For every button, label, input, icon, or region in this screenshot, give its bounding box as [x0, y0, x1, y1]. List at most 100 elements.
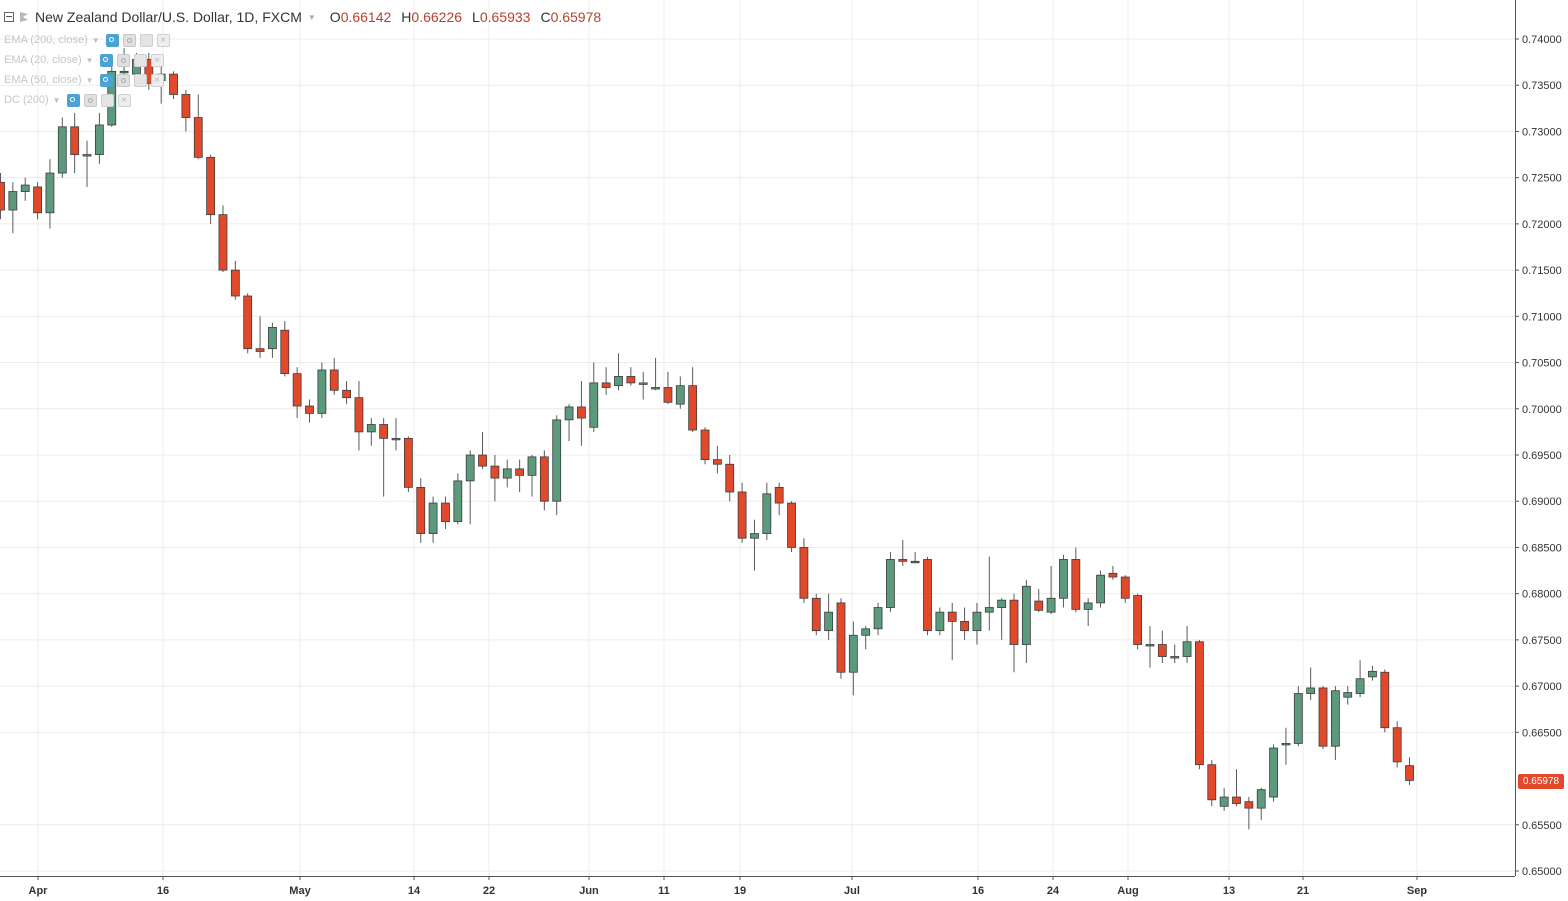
candle	[478, 431, 487, 469]
ohlc-low-value: 0.65933	[479, 9, 531, 25]
candle-body	[787, 502, 796, 548]
candle-body	[873, 607, 883, 630]
candle	[947, 602, 957, 661]
candle	[342, 381, 351, 405]
candle-body	[923, 559, 932, 632]
candle	[1281, 727, 1291, 765]
price-axis-label: 0.70500	[1522, 358, 1562, 370]
candle-body	[997, 599, 1007, 608]
candle-body	[675, 385, 685, 405]
candle-body	[1108, 572, 1118, 578]
gear-icon[interactable]	[83, 93, 97, 107]
close-icon[interactable]: ×	[117, 93, 131, 107]
ohlc-open-key: O	[329, 9, 341, 25]
candle	[441, 496, 450, 529]
chevron-down-icon[interactable]: ▼	[91, 35, 100, 45]
study-ema-50[interactable]: EMA (50, close) ▼ ×	[4, 70, 174, 90]
eye-icon[interactable]	[99, 73, 113, 87]
eye-icon[interactable]	[66, 93, 80, 107]
chevron-down-icon[interactable]: ▼	[85, 75, 94, 85]
candle-body	[416, 486, 426, 534]
candle	[1269, 744, 1278, 802]
candle-body	[774, 486, 784, 504]
candle-body	[1355, 678, 1365, 694]
candle	[1182, 626, 1192, 663]
candle	[688, 367, 698, 432]
candle-body	[552, 419, 562, 502]
study-label[interactable]: DC (200)	[4, 94, 49, 106]
candle-body	[441, 502, 450, 522]
more-icon[interactable]	[133, 53, 147, 67]
close-icon[interactable]: ×	[150, 73, 164, 87]
candle	[774, 482, 784, 516]
gear-icon[interactable]	[116, 53, 130, 67]
study-label[interactable]: EMA (50, close)	[4, 74, 82, 86]
candle	[799, 538, 809, 603]
candle	[1157, 630, 1167, 663]
candle	[861, 626, 871, 650]
more-icon[interactable]	[139, 33, 153, 47]
candle-body	[848, 634, 858, 673]
candle-body	[119, 70, 129, 74]
study-dc-200[interactable]: DC (200) ▼ ×	[4, 90, 174, 110]
candle-body	[280, 329, 290, 375]
time-axis-label: 14	[408, 885, 421, 897]
gear-icon[interactable]	[122, 33, 136, 47]
close-icon[interactable]: ×	[150, 53, 164, 67]
chevron-down-icon[interactable]: ▼	[52, 95, 61, 105]
candle	[379, 418, 389, 497]
candle-body	[478, 454, 487, 467]
candle-body	[1330, 690, 1340, 747]
time-axis-label: 22	[483, 885, 495, 897]
candle	[280, 320, 290, 377]
more-icon[interactable]	[100, 93, 114, 107]
eye-icon[interactable]	[99, 53, 113, 67]
candle	[144, 52, 154, 90]
candle-body	[762, 493, 772, 534]
candle	[589, 362, 599, 432]
candle	[268, 322, 277, 358]
candle-body	[1368, 670, 1377, 678]
candle-body	[972, 611, 982, 632]
candle	[317, 362, 327, 419]
time-axis-label: Apr	[29, 885, 49, 897]
candle-body	[1343, 692, 1353, 698]
more-icon[interactable]	[133, 73, 147, 87]
candle	[997, 598, 1007, 640]
candle	[614, 353, 623, 391]
eye-icon[interactable]	[105, 33, 119, 47]
candle	[886, 552, 895, 613]
candle	[564, 404, 574, 442]
grid-lines	[0, 0, 1515, 876]
study-ema-200[interactable]: EMA (200, close) ▼ ×	[4, 30, 174, 50]
candle	[193, 94, 203, 160]
collapse-legend-icon[interactable]	[4, 12, 14, 22]
chevron-down-icon[interactable]: ▼	[85, 55, 94, 65]
candle-body	[1207, 764, 1217, 801]
study-label[interactable]: EMA (200, close)	[4, 34, 88, 46]
candle-body	[750, 533, 759, 539]
candle-body	[1293, 693, 1303, 744]
candle	[848, 621, 858, 696]
candle	[1145, 626, 1155, 668]
ohlc-high-key: H	[401, 9, 412, 25]
close-icon[interactable]: ×	[156, 33, 170, 47]
study-ema-20[interactable]: EMA (20, close) ▼ ×	[4, 50, 174, 70]
candle	[1232, 769, 1241, 807]
candle-body	[329, 369, 339, 391]
study-label[interactable]: EMA (20, close)	[4, 54, 82, 66]
symbol-menu-caret-icon[interactable]: ▼	[307, 12, 316, 22]
candle	[1083, 598, 1093, 627]
symbol-title[interactable]: New Zealand Dollar/U.S. Dollar, 1D, FXCM	[35, 9, 302, 25]
price-axis-label: 0.72500	[1522, 173, 1562, 185]
candle	[762, 482, 772, 541]
gear-icon[interactable]	[116, 73, 130, 87]
candle	[502, 459, 512, 488]
candle-body	[1256, 789, 1266, 809]
candle	[206, 154, 216, 224]
candle	[1046, 565, 1056, 615]
flag-icon[interactable]	[20, 12, 28, 22]
candle	[1195, 639, 1204, 770]
